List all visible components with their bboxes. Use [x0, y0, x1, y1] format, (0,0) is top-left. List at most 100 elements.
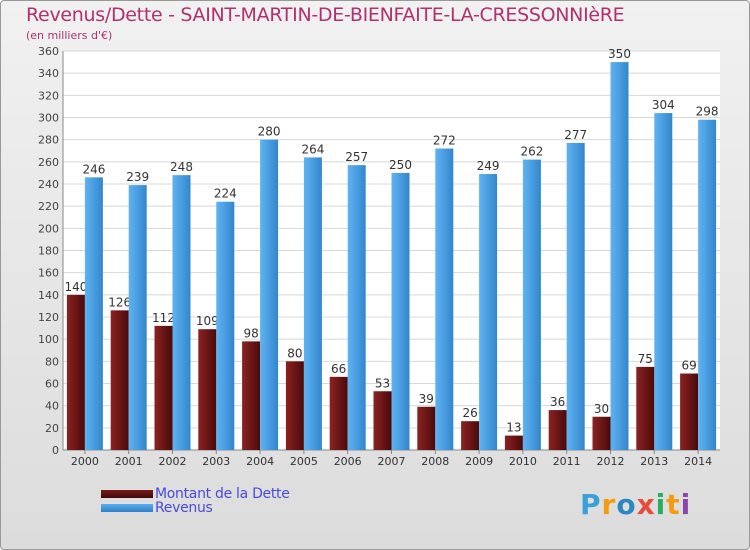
x-tick-label: 2005 — [290, 455, 318, 468]
bar-revenus — [566, 142, 585, 450]
bar-dette — [548, 410, 567, 450]
bar-revenus — [216, 201, 235, 450]
data-label-dette: 53 — [375, 376, 390, 390]
logo-letter: P — [580, 488, 602, 521]
bar-revenus — [128, 185, 147, 450]
logo-letter: o — [616, 488, 637, 521]
y-tick-label: 100 — [38, 333, 59, 346]
logo-letter: x — [636, 488, 656, 521]
data-label-dette: 39 — [419, 392, 434, 406]
data-label-dette: 66 — [331, 362, 346, 376]
data-label-revenus: 304 — [652, 98, 675, 112]
x-tick-label: 2004 — [246, 455, 274, 468]
y-tick-label: 160 — [38, 267, 59, 280]
data-label-revenus: 264 — [301, 142, 324, 156]
data-label-dette: 98 — [243, 326, 258, 340]
data-label-dette: 140 — [64, 280, 87, 294]
data-label-revenus: 350 — [608, 47, 631, 61]
data-label-dette: 26 — [462, 406, 477, 420]
logo-letter: r — [601, 488, 617, 521]
data-label-dette: 30 — [594, 402, 609, 416]
y-tick-label: 0 — [52, 444, 59, 457]
x-tick-label: 2008 — [421, 455, 449, 468]
x-tick-label: 2010 — [509, 455, 537, 468]
bar-dette — [329, 376, 348, 450]
y-tick-label: 180 — [38, 245, 59, 258]
y-tick-label: 260 — [38, 156, 59, 169]
bar-dette — [417, 406, 436, 450]
bar-revenus — [698, 119, 717, 450]
legend-label-dette: Montant de la Dette — [155, 486, 290, 502]
bar-revenus — [479, 174, 498, 450]
data-label-dette: 126 — [108, 295, 131, 309]
bar-dette — [461, 421, 480, 450]
data-label-dette: 13 — [506, 421, 521, 435]
bar-dette — [285, 361, 304, 450]
logo-letter: t — [666, 488, 681, 521]
x-tick-label: 2013 — [640, 455, 668, 468]
bar-revenus — [435, 148, 454, 451]
logo-letter: i — [680, 488, 692, 521]
chart-subtitle: (en milliers d'€) — [26, 29, 113, 42]
x-tick-label: 2001 — [115, 455, 143, 468]
logo-letter: i — [655, 488, 667, 521]
data-label-dette: 80 — [287, 346, 302, 360]
y-tick-label: 300 — [38, 112, 59, 125]
bar-dette — [680, 373, 699, 450]
y-tick-label: 280 — [38, 134, 59, 147]
chart-title: Revenus/Dette - SAINT-MARTIN-DE-BIENFAIT… — [26, 4, 625, 26]
y-tick-label: 80 — [45, 355, 59, 368]
data-label-revenus: 257 — [345, 150, 368, 164]
bar-dette — [198, 329, 217, 450]
data-label-revenus: 272 — [433, 134, 456, 148]
bar-revenus — [347, 165, 366, 451]
data-label-revenus: 239 — [126, 170, 149, 184]
x-tick-label: 2007 — [378, 455, 406, 468]
bar-dette — [242, 341, 261, 450]
legend-item-dette: Montant de la Dette — [101, 486, 290, 502]
y-tick-label: 40 — [45, 400, 59, 413]
y-tick-label: 360 — [38, 45, 59, 58]
data-label-dette: 69 — [681, 359, 696, 373]
bar-revenus — [610, 62, 629, 450]
bar-dette — [373, 391, 392, 450]
y-tick-label: 240 — [38, 178, 59, 191]
data-label-revenus: 298 — [696, 105, 719, 119]
bar-revenus — [84, 177, 103, 450]
data-label-revenus: 250 — [389, 158, 412, 172]
data-label-dette: 112 — [152, 311, 175, 325]
bar-dette — [154, 325, 173, 450]
legend-item-revenus: Revenus — [101, 500, 213, 516]
bar-revenus — [654, 113, 673, 451]
bar-dette — [110, 310, 129, 450]
data-label-revenus: 249 — [477, 159, 500, 173]
bar-dette — [504, 435, 523, 450]
data-label-revenus: 246 — [82, 162, 105, 176]
bar-revenus — [522, 159, 541, 450]
y-tick-label: 20 — [45, 422, 59, 435]
data-label-revenus: 277 — [564, 128, 587, 142]
y-tick-label: 120 — [38, 311, 59, 324]
y-tick-label: 220 — [38, 200, 59, 213]
bar-dette — [66, 294, 85, 450]
y-tick-label: 320 — [38, 89, 59, 102]
bar-revenus — [260, 139, 279, 450]
x-tick-label: 2014 — [684, 455, 712, 468]
bar-revenus — [172, 175, 191, 450]
data-label-revenus: 248 — [170, 160, 193, 174]
legend-label-revenus: Revenus — [155, 500, 213, 516]
x-tick-label: 2002 — [159, 455, 187, 468]
data-label-dette: 75 — [638, 352, 653, 366]
y-tick-label: 140 — [38, 289, 59, 302]
y-tick-label: 60 — [45, 378, 59, 391]
bar-dette — [636, 366, 655, 450]
x-tick-label: 2000 — [71, 455, 99, 468]
x-tick-label: 2006 — [334, 455, 362, 468]
bar-revenus — [391, 172, 410, 450]
data-label-revenus: 262 — [520, 145, 543, 159]
data-label-dette: 36 — [550, 395, 565, 409]
x-tick-label: 2012 — [597, 455, 625, 468]
y-tick-label: 200 — [38, 222, 59, 235]
y-tick-label: 340 — [38, 67, 59, 80]
